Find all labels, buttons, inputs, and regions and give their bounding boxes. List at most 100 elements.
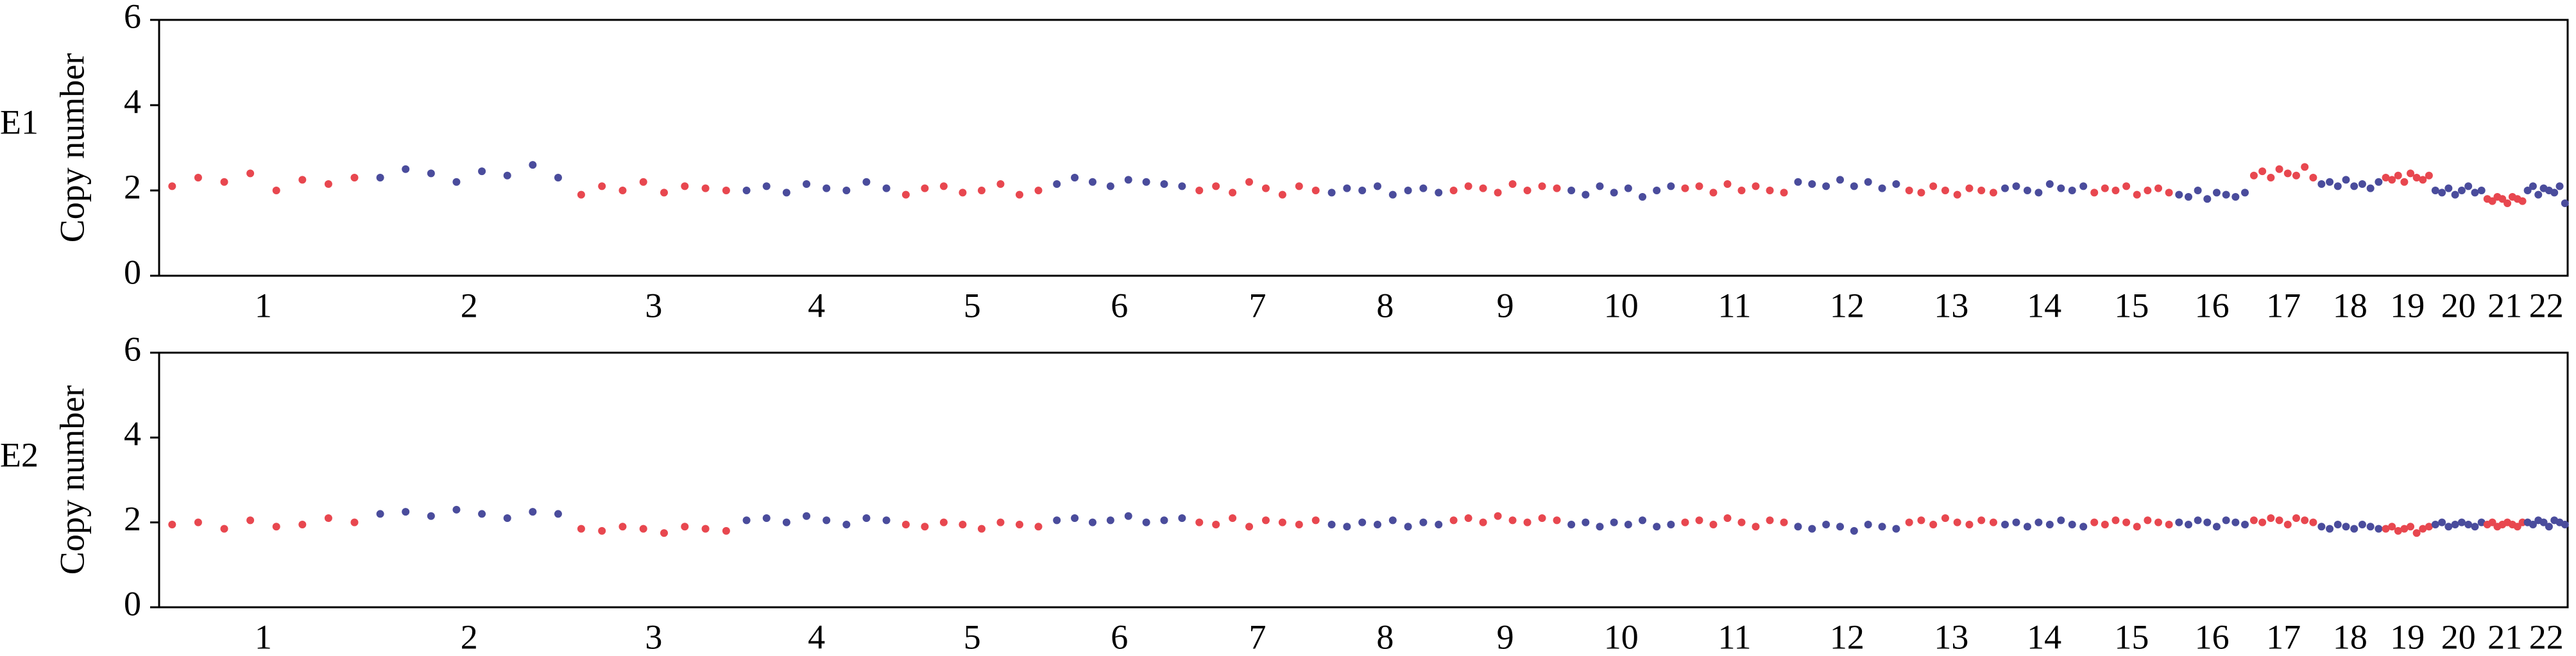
data-point: [882, 184, 891, 192]
data-point: [1343, 184, 1351, 192]
data-point: [2175, 518, 2183, 526]
x-tick-label: 5: [964, 618, 981, 656]
data-point: [1327, 520, 1336, 528]
data-point: [1794, 523, 1802, 531]
data-point: [2292, 171, 2300, 180]
data-point: [2275, 165, 2283, 173]
y-tick-label: 0: [124, 584, 141, 623]
data-point: [2555, 182, 2564, 190]
data-point: [2333, 520, 2342, 528]
data-point: [1929, 182, 1938, 190]
data-point: [2503, 199, 2512, 207]
data-point: [2394, 171, 2402, 180]
data-point: [2464, 520, 2473, 528]
x-tick-label: 2: [461, 618, 478, 656]
data-point: [1142, 178, 1150, 186]
data-point: [959, 520, 967, 528]
data-point: [996, 180, 1005, 189]
data-point: [402, 508, 410, 516]
data-point: [1892, 525, 1900, 533]
data-point: [2068, 187, 2076, 194]
data-point: [2375, 178, 2383, 186]
data-point: [298, 520, 307, 528]
data-point: [1388, 516, 1397, 525]
x-tick-label: 15: [2114, 286, 2149, 324]
x-tick-label: 16: [2195, 618, 2230, 656]
data-point: [2382, 174, 2390, 182]
data-point: [2283, 520, 2292, 528]
data-point: [1989, 189, 1997, 197]
data-point: [701, 184, 710, 192]
data-point: [1850, 182, 1858, 190]
data-point: [1582, 518, 1590, 526]
data-point: [452, 505, 461, 514]
data-point: [2249, 171, 2258, 180]
data-point: [1404, 523, 1412, 531]
data-point: [1610, 189, 1618, 197]
data-point: [1766, 187, 1774, 194]
data-point: [1508, 180, 1517, 189]
data-point: [1327, 189, 1336, 197]
x-tick-label: 12: [1830, 286, 1864, 324]
data-point: [298, 176, 307, 184]
data-point: [1538, 182, 1546, 190]
data-point: [639, 178, 647, 186]
data-point: [939, 518, 948, 526]
data-point: [1212, 520, 1220, 528]
data-point: [1374, 520, 1382, 528]
data-point: [1508, 516, 1517, 525]
data-point: [2283, 169, 2292, 178]
data-point: [2144, 516, 2152, 525]
data-point: [1479, 184, 1487, 192]
data-point: [577, 190, 585, 199]
data-point: [1780, 189, 1788, 197]
data-point: [2534, 190, 2543, 199]
x-tick-label: 13: [1934, 618, 1968, 656]
data-point: [2090, 189, 2099, 197]
x-tick-label: 3: [645, 618, 662, 656]
x-tick-label: 22: [2529, 286, 2564, 324]
data-point: [1071, 174, 1079, 182]
x-tick-label: 11: [1718, 286, 1751, 324]
data-point: [803, 180, 811, 189]
y-tick-label: 6: [124, 330, 141, 368]
data-point: [1034, 523, 1043, 531]
data-point: [1464, 182, 1472, 190]
data-point: [2101, 520, 2109, 528]
data-point: [1624, 520, 1632, 528]
data-point: [1479, 518, 1487, 526]
y-tick-label: 2: [124, 500, 141, 538]
data-point: [1261, 184, 1270, 192]
x-tick-label: 22: [2529, 618, 2564, 656]
data-point: [452, 178, 461, 186]
data-point: [1160, 516, 1168, 525]
data-point: [1464, 514, 1472, 523]
data-point: [2471, 523, 2479, 531]
data-point: [503, 514, 511, 523]
data-point: [1178, 514, 1186, 523]
data-point: [1212, 182, 1220, 190]
data-point: [194, 174, 202, 182]
x-tick-label: 21: [2487, 618, 2522, 656]
x-tick-label: 7: [1249, 286, 1266, 324]
data-point: [1709, 520, 1718, 528]
data-point: [2425, 171, 2433, 180]
data-point: [1295, 182, 1303, 190]
data-point: [598, 182, 606, 190]
data-point: [554, 174, 562, 182]
data-point: [1015, 190, 1023, 199]
data-point: [681, 523, 689, 531]
data-point: [1311, 187, 1320, 194]
x-tick-label: 3: [645, 286, 662, 324]
x-tick-label: 1: [255, 618, 272, 656]
data-point: [2023, 523, 2031, 531]
data-point: [2317, 523, 2326, 531]
data-point: [782, 189, 790, 197]
data-point: [1681, 184, 1689, 192]
data-point: [1195, 187, 1204, 194]
data-point: [1278, 190, 1286, 199]
data-point: [272, 523, 280, 531]
data-point: [2175, 190, 2183, 199]
x-tick-label: 19: [2390, 286, 2425, 324]
